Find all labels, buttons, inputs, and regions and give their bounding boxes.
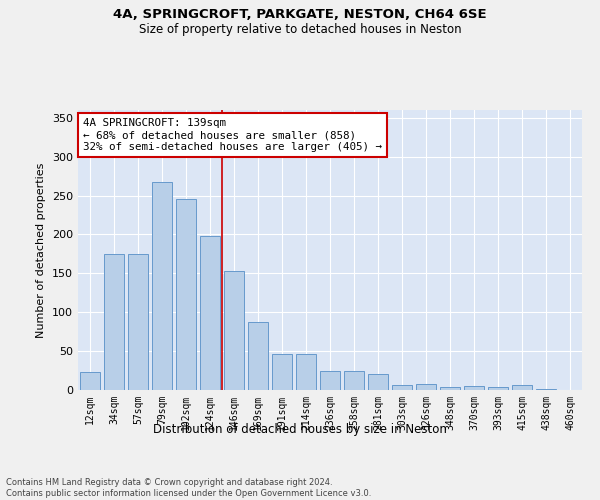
Bar: [80, 372, 100, 390]
Text: Contains HM Land Registry data © Crown copyright and database right 2024.
Contai: Contains HM Land Registry data © Crown c…: [6, 478, 371, 498]
Bar: [176, 200, 196, 390]
Text: 4A, SPRINGCROFT, PARKGATE, NESTON, CH64 6SE: 4A, SPRINGCROFT, PARKGATE, NESTON, CH64 …: [113, 8, 487, 20]
Y-axis label: Number of detached properties: Number of detached properties: [37, 162, 46, 338]
Bar: [512, 386, 532, 390]
Bar: [248, 322, 268, 390]
Bar: [416, 384, 436, 390]
Bar: [224, 271, 244, 390]
Bar: [344, 370, 364, 390]
Bar: [320, 370, 340, 390]
Bar: [296, 354, 316, 390]
Bar: [392, 384, 412, 390]
Bar: [272, 354, 292, 390]
Bar: [128, 254, 148, 390]
Bar: [368, 374, 388, 390]
Bar: [152, 182, 172, 390]
Bar: [200, 236, 220, 390]
Text: 4A SPRINGCROFT: 139sqm
← 68% of detached houses are smaller (858)
32% of semi-de: 4A SPRINGCROFT: 139sqm ← 68% of detached…: [83, 118, 382, 152]
Bar: [536, 389, 556, 390]
Bar: [440, 387, 460, 390]
Text: Size of property relative to detached houses in Neston: Size of property relative to detached ho…: [139, 22, 461, 36]
Bar: [464, 386, 484, 390]
Bar: [104, 254, 124, 390]
Text: Distribution of detached houses by size in Neston: Distribution of detached houses by size …: [153, 422, 447, 436]
Bar: [488, 387, 508, 390]
